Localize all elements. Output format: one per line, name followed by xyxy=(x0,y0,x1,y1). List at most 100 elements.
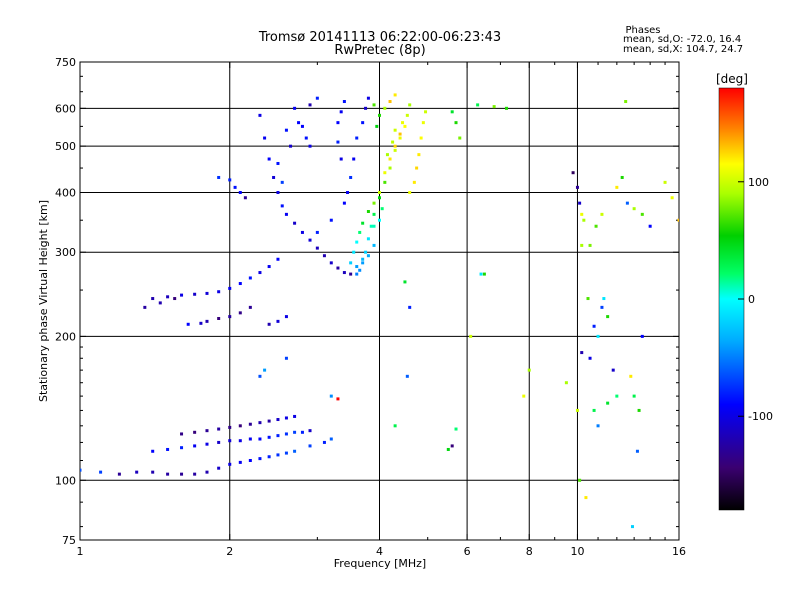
echo-point xyxy=(378,113,381,117)
echo-point xyxy=(308,144,312,148)
echo-point xyxy=(276,257,280,261)
echo-point xyxy=(315,96,319,100)
echo-point xyxy=(393,144,397,148)
echo-point xyxy=(276,453,280,457)
echo-point xyxy=(205,442,209,446)
echo-point xyxy=(458,136,462,140)
echo-point xyxy=(366,254,370,258)
echo-point xyxy=(293,430,297,434)
echo-point xyxy=(383,180,387,184)
echo-point xyxy=(482,272,486,276)
echo-point xyxy=(180,472,184,476)
colorbar-label: [deg] xyxy=(716,72,748,86)
echo-point xyxy=(284,315,288,319)
echo-point xyxy=(228,425,232,429)
echo-point xyxy=(378,218,381,222)
y-tick-label: 300 xyxy=(55,246,76,259)
echo-point xyxy=(238,460,242,464)
echo-point xyxy=(284,212,288,216)
echo-point xyxy=(625,201,629,205)
echo-point xyxy=(349,261,353,265)
echo-point xyxy=(267,435,271,439)
x-tick-label: 2 xyxy=(226,545,233,558)
colorbar-tick-label: -100 xyxy=(748,410,773,423)
y-tick-label: 600 xyxy=(55,102,76,115)
echo-point xyxy=(228,178,232,182)
echo-point xyxy=(248,458,252,462)
echo-point xyxy=(217,427,221,431)
echo-point xyxy=(361,221,365,225)
echo-point xyxy=(329,437,333,441)
echo-point xyxy=(358,230,362,234)
echo-point xyxy=(289,144,293,148)
echo-point xyxy=(571,171,575,175)
echo-point xyxy=(393,424,397,428)
chart-title: Tromsø 20141113 06:22:00-06:23:43 xyxy=(258,30,501,45)
x-axis-label: Frequency [MHz] xyxy=(334,557,426,570)
echo-point xyxy=(446,447,450,451)
echo-point xyxy=(199,321,203,325)
echo-point xyxy=(166,447,170,451)
echo-point xyxy=(637,408,641,412)
echo-point xyxy=(336,140,340,144)
echo-point xyxy=(117,472,121,476)
echo-point xyxy=(80,468,82,472)
echo-point xyxy=(522,394,526,398)
echo-point xyxy=(284,416,288,420)
echo-point xyxy=(580,243,584,247)
x-tick-label: 16 xyxy=(672,545,686,558)
echo-point xyxy=(476,103,480,107)
echo-point xyxy=(388,157,392,161)
echo-point xyxy=(578,478,582,482)
echo-point xyxy=(408,305,412,309)
echo-point xyxy=(166,472,170,476)
echo-point xyxy=(378,190,381,194)
echo-point xyxy=(238,439,242,443)
echo-point xyxy=(228,286,232,290)
echo-point xyxy=(304,136,308,140)
echo-point xyxy=(173,297,177,301)
echo-point xyxy=(401,121,405,125)
echo-point xyxy=(454,121,458,125)
echo-point xyxy=(293,221,297,225)
echo-point xyxy=(293,414,297,418)
echo-point xyxy=(403,124,407,128)
echo-point xyxy=(308,238,312,242)
echo-point xyxy=(615,394,619,398)
echo-point xyxy=(632,207,636,211)
echo-point xyxy=(339,110,343,114)
echo-point xyxy=(361,261,365,265)
echo-point xyxy=(355,265,359,269)
echo-point xyxy=(469,334,473,338)
chart-subtitle: RwPretec (8p) xyxy=(334,43,425,58)
echo-point xyxy=(248,305,252,309)
echo-point xyxy=(408,103,412,107)
echo-point xyxy=(366,96,370,100)
echo-point xyxy=(180,446,184,450)
y-axis-label: Stationary phase Virtual Height [km] xyxy=(37,200,50,402)
echo-point xyxy=(342,201,346,205)
echo-point xyxy=(580,351,584,355)
echo-point xyxy=(355,240,359,244)
echo-point xyxy=(193,444,197,448)
echo-point xyxy=(632,394,636,398)
echo-point xyxy=(586,297,590,301)
echo-point xyxy=(592,324,596,328)
echo-point xyxy=(527,368,531,372)
echo-point xyxy=(308,444,312,448)
echo-point xyxy=(355,136,359,140)
y-tick-label: 200 xyxy=(55,330,76,343)
echo-point xyxy=(342,271,346,275)
echo-point xyxy=(205,291,209,295)
echo-point xyxy=(588,356,592,360)
echo-point xyxy=(388,100,392,104)
echo-point xyxy=(258,271,262,275)
echo-point xyxy=(193,472,197,476)
echo-point xyxy=(276,161,280,165)
echo-point xyxy=(300,124,304,128)
echo-point xyxy=(366,210,370,214)
y-tick-label: 750 xyxy=(55,56,76,69)
echo-point xyxy=(267,419,271,423)
echo-point xyxy=(193,430,197,434)
